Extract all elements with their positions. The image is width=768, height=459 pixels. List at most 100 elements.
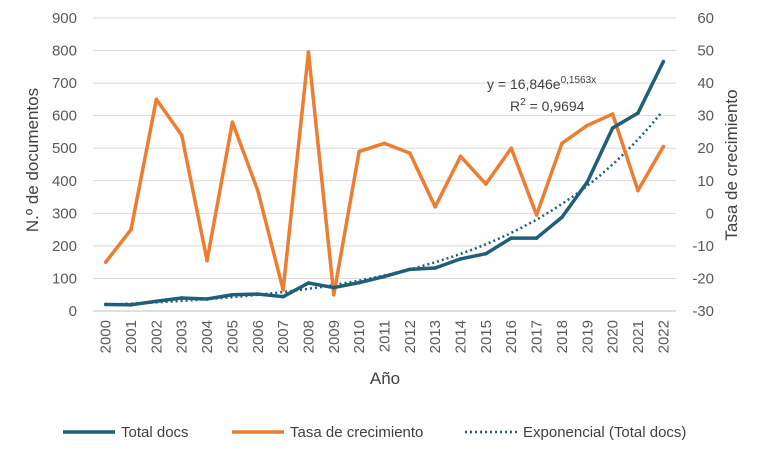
legend-label-exponencial: Exponencial (Total docs) <box>523 424 686 441</box>
x-tick-label: 2004 <box>199 320 216 353</box>
trendline-equation: y = 16,846e0,1563x R2 = 0,9694 <box>487 75 596 114</box>
total-docs-segment <box>534 215 564 240</box>
legend-item-total-docs: Total docs <box>63 424 189 441</box>
total-docs-point <box>230 292 235 297</box>
y-tick-label: 100 <box>52 270 77 287</box>
x-axis-title: Año <box>370 369 400 388</box>
y-tick-label: 600 <box>52 108 77 125</box>
total-docs-segment <box>357 274 387 285</box>
tasa-crecimiento-segment <box>636 144 666 193</box>
tasa-crecimiento-point <box>661 144 666 149</box>
total-docs-segment <box>484 236 513 256</box>
tasa-crecimiento-segment <box>281 50 311 292</box>
y-axis-left: 0 100 200 300 400 500 600 700 800 900 <box>52 10 77 320</box>
total-docs-segment <box>281 281 311 299</box>
tasa-crecimiento-segment <box>458 154 488 186</box>
y2-tick-label: -10 <box>692 238 714 255</box>
total-docs-segment <box>610 111 640 130</box>
tasa-crecimiento-point <box>103 260 108 264</box>
tasa-crecimiento-segment <box>534 141 564 217</box>
y2-tick-label: -20 <box>692 270 714 287</box>
tasa-crecimiento-segment <box>585 112 615 128</box>
x-tick-label: 2019 <box>579 320 596 353</box>
r2-label: R <box>510 98 520 114</box>
y2-tick-label: 0 <box>706 205 714 222</box>
x-tick-label: 2014 <box>453 320 470 353</box>
tasa-crecimiento-point <box>560 141 564 146</box>
total-docs-segment <box>179 296 209 301</box>
total-docs-point <box>205 297 209 301</box>
r2-superscript: 2 <box>520 97 526 108</box>
legend: Total docs Tasa de crecimiento Exponenci… <box>63 424 686 441</box>
y-tick-label: 300 <box>52 205 77 222</box>
tasa-crecimiento-segment <box>230 120 260 193</box>
total-docs-segment <box>205 292 235 301</box>
tasa-crecimiento-segment <box>560 123 590 146</box>
x-tick-label: 2003 <box>174 320 191 353</box>
y2-tick-label: 10 <box>697 173 714 190</box>
tasa-crecimiento-point <box>408 151 412 155</box>
x-tick-label: 2021 <box>630 320 647 353</box>
y-tick-label: 800 <box>52 43 77 60</box>
x-tick-label: 2005 <box>224 320 241 353</box>
total-docs-point <box>433 266 437 270</box>
tasa-crecimiento-point <box>281 288 285 292</box>
x-tick-label: 2013 <box>427 320 444 353</box>
x-tick-label: 2016 <box>503 320 520 353</box>
tasa-crecimiento-segment <box>484 146 513 186</box>
tasa-crecimiento-point <box>205 258 209 263</box>
tasa-crecimiento-point <box>357 149 361 154</box>
x-tick-label: 2015 <box>478 320 495 353</box>
y2-tick-label: 50 <box>697 43 714 60</box>
total-docs-segment <box>560 180 590 219</box>
total-docs-segment <box>433 257 463 270</box>
total-docs-point <box>534 236 539 240</box>
y-tick-label: 200 <box>52 238 77 255</box>
y2-tick-label: 40 <box>697 75 714 92</box>
total-docs-point <box>560 215 564 219</box>
legend-item-exponencial: Exponencial (Total docs) <box>465 424 686 441</box>
x-tick-label: 2011 <box>377 320 394 352</box>
total-docs-point <box>306 281 311 285</box>
tasa-crecimiento-point <box>610 112 615 116</box>
total-docs-point <box>103 302 108 307</box>
tasa-crecimiento-segment <box>509 146 539 217</box>
tasa-crecimiento-point <box>534 213 539 217</box>
svg-text:R2 = 0,9694: R2 = 0,9694 <box>510 97 585 114</box>
total-docs-point <box>129 303 133 307</box>
total-docs-point <box>585 180 590 184</box>
x-tick-label: 2017 <box>529 320 546 353</box>
total-docs-point <box>281 294 285 299</box>
tasa-crecimiento-point <box>484 182 488 186</box>
y-tick-label: 400 <box>52 173 77 190</box>
total-docs-point <box>256 292 260 296</box>
y2-tick-label: -30 <box>692 303 714 320</box>
y2-axis-title: Tasa de crecimiento <box>722 89 741 240</box>
tasa-crecimiento-segment <box>256 188 285 292</box>
total-docs-point <box>636 111 640 115</box>
tasa-crecimiento-point <box>179 133 184 137</box>
total-docs-point <box>154 299 159 303</box>
tasa-crecimiento-segment <box>103 227 133 264</box>
tasa-crecimiento-point <box>230 120 235 124</box>
equation-text: y = 16,846e <box>487 76 561 92</box>
y2-tick-label: 30 <box>697 108 714 125</box>
tasa-crecimiento-series <box>103 50 666 297</box>
total-docs-segment <box>458 251 488 261</box>
total-docs-segment <box>332 280 361 290</box>
legend-item-tasa: Tasa de crecimiento <box>232 424 423 441</box>
x-tick-label: 2012 <box>402 320 419 353</box>
total-docs-segment <box>306 281 336 290</box>
total-docs-point <box>458 257 463 261</box>
x-tick-label: 2010 <box>351 320 368 353</box>
total-docs-segment <box>408 266 437 272</box>
x-tick-label: 2022 <box>655 320 672 353</box>
x-tick-label: 2006 <box>250 320 267 353</box>
total-docs-point <box>484 251 488 256</box>
x-axis: 2000 2001 2002 2003 2004 2005 2006 2007 2008 2009… <box>98 320 673 353</box>
total-docs-segment <box>129 299 159 307</box>
total-docs-segment <box>154 296 184 303</box>
tasa-crecimiento-point <box>306 50 311 54</box>
tasa-crecimiento-point <box>382 141 387 146</box>
